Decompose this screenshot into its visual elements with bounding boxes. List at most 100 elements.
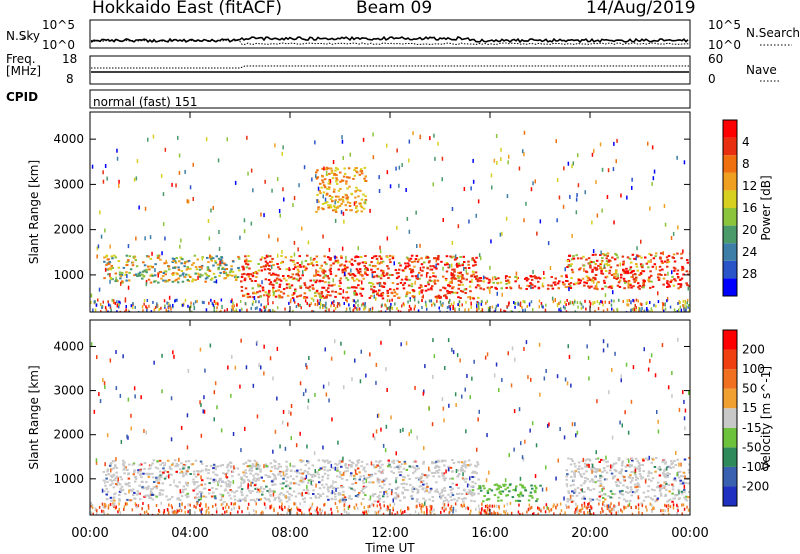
heatmap-cell xyxy=(475,507,477,511)
heatmap-cell xyxy=(601,471,604,474)
heatmap-cell xyxy=(391,298,393,302)
heatmap-cell xyxy=(435,470,438,472)
heatmap-cell xyxy=(539,392,541,397)
heatmap-cell xyxy=(197,273,201,276)
heatmap-cell xyxy=(312,473,315,476)
heatmap-cell xyxy=(420,263,424,266)
heatmap-cell xyxy=(685,270,688,273)
heatmap-cell xyxy=(378,262,381,265)
heatmap-cell xyxy=(662,305,664,308)
heatmap-cell xyxy=(263,213,265,218)
heatmap-cell xyxy=(195,497,198,500)
heatmap-cell xyxy=(370,285,373,288)
heatmap-cell xyxy=(683,160,686,165)
heatmap-cell xyxy=(631,477,634,479)
heatmap-cell xyxy=(477,417,479,422)
heatmap-cell xyxy=(186,470,189,473)
heatmap-cell xyxy=(298,255,301,258)
heatmap-cell xyxy=(207,469,211,472)
heatmap-cell xyxy=(128,485,131,488)
heatmap-cell xyxy=(393,291,397,294)
heatmap-cell xyxy=(673,460,676,462)
heatmap-cell xyxy=(331,284,334,287)
heatmap-cell xyxy=(214,260,217,263)
heatmap-cell xyxy=(432,374,434,379)
heatmap-cell xyxy=(672,466,675,469)
heatmap-cell xyxy=(519,476,522,481)
heatmap-cell xyxy=(272,449,274,454)
heatmap-cell xyxy=(364,470,367,473)
heatmap-cell xyxy=(212,467,215,470)
heatmap-cell xyxy=(631,270,634,273)
heatmap-cell xyxy=(604,270,608,272)
heatmap-cell xyxy=(579,267,582,270)
heatmap-cell xyxy=(185,496,189,499)
heatmap-cell xyxy=(341,271,345,274)
heatmap-cell xyxy=(442,302,444,306)
heatmap-cell xyxy=(575,507,578,512)
heatmap-cell xyxy=(611,509,613,513)
heatmap-cell xyxy=(158,510,161,514)
heatmap-cell xyxy=(133,497,137,500)
heatmap-cell xyxy=(402,467,406,470)
heatmap-cell xyxy=(509,287,513,290)
heatmap-cell xyxy=(433,280,436,283)
heatmap-cell xyxy=(547,284,550,287)
heatmap-cell xyxy=(436,258,439,261)
heatmap-cell xyxy=(664,476,667,479)
heatmap-cell xyxy=(461,303,463,307)
heatmap-cell xyxy=(687,298,689,302)
heatmap-cell xyxy=(102,300,104,304)
heatmap-cell xyxy=(370,295,373,297)
heatmap-cell xyxy=(432,182,434,187)
heatmap-cell xyxy=(400,512,403,515)
heatmap-cell xyxy=(159,476,163,479)
heatmap-cell xyxy=(362,485,366,488)
heatmap-cell xyxy=(142,502,144,505)
heatmap-cell xyxy=(216,306,218,310)
heatmap-cell xyxy=(113,499,116,502)
heatmap-cell xyxy=(227,469,230,472)
heatmap-cell xyxy=(453,270,456,273)
heatmap-cell xyxy=(449,495,452,498)
heatmap-cell xyxy=(413,297,416,302)
nave-label: Nave xyxy=(746,63,777,77)
heatmap-cell xyxy=(368,498,371,501)
heatmap-cell xyxy=(441,177,443,182)
heatmap-cell xyxy=(519,492,522,495)
heatmap-cell xyxy=(471,258,474,261)
heatmap-cell xyxy=(649,310,651,312)
heatmap-cell xyxy=(226,472,229,475)
heatmap-cell xyxy=(324,347,326,352)
heatmap-cell xyxy=(480,310,482,312)
heatmap-cell xyxy=(119,310,122,312)
heatmap-cell xyxy=(215,279,218,284)
heatmap-cell xyxy=(498,506,501,510)
heatmap-cell xyxy=(105,487,108,490)
heatmap-cell xyxy=(243,279,247,282)
heatmap-cell xyxy=(335,177,338,180)
heatmap-cell xyxy=(653,489,656,492)
heatmap-cell xyxy=(183,262,187,265)
heatmap-cell xyxy=(457,224,460,229)
heatmap-cell xyxy=(657,429,660,434)
heatmap-cell xyxy=(633,299,635,303)
heatmap-cell xyxy=(451,494,455,497)
heatmap-cell xyxy=(154,466,158,469)
heatmap-cell xyxy=(595,498,599,501)
heatmap-cell xyxy=(339,171,342,174)
heatmap-cell xyxy=(237,257,241,260)
heatmap-cell xyxy=(456,275,460,277)
heatmap-cell xyxy=(176,485,179,488)
heatmap-cell xyxy=(613,277,616,279)
heatmap-cell xyxy=(268,234,270,239)
heatmap-cell xyxy=(132,488,135,491)
heatmap-cell xyxy=(432,461,435,464)
heatmap-cell xyxy=(425,482,428,485)
heatmap-cell xyxy=(452,509,454,514)
heatmap-cell xyxy=(273,474,276,477)
heatmap-cell xyxy=(162,279,165,282)
heatmap-cell xyxy=(414,385,416,390)
heatmap-cell xyxy=(334,210,338,213)
heatmap-cell xyxy=(113,493,116,496)
